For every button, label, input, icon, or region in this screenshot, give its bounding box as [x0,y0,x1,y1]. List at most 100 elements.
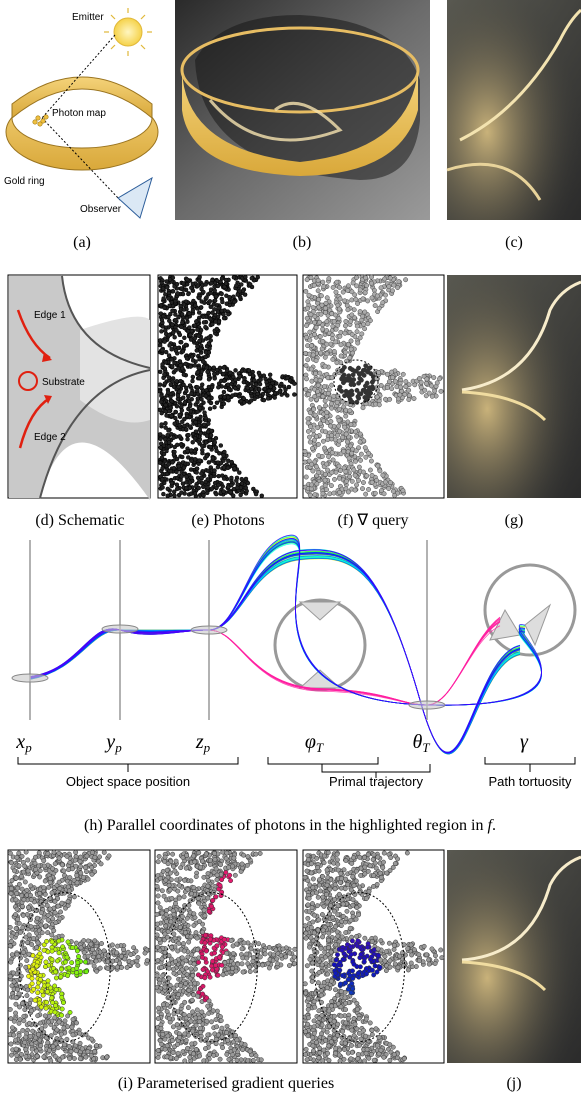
photon [206,430,210,434]
photon [9,960,13,964]
photon [361,297,365,301]
photon [59,975,63,979]
photon [68,875,72,879]
photon [287,963,291,967]
photon [179,325,183,329]
photon [193,981,197,985]
photon [188,333,192,337]
photon [398,385,402,389]
photon [259,1058,263,1062]
photon [361,470,365,474]
photon [38,977,42,981]
photon [361,480,365,484]
photon [412,396,416,400]
photon [346,284,350,288]
photon [156,901,160,905]
photon [242,941,246,945]
photon [230,460,234,464]
photon [195,1008,199,1012]
photon [220,945,224,949]
photon [323,483,327,487]
axis-subscript: p [114,740,122,755]
photon [222,390,226,394]
photon [176,291,180,295]
photon [51,1044,55,1048]
photon [293,947,297,951]
photon [235,1038,239,1042]
photon [364,283,368,287]
photon [174,1056,178,1060]
photon [51,917,55,921]
photon [424,381,428,385]
photon [175,1042,179,1046]
photon [94,1043,98,1047]
sun-icon [114,18,142,46]
photon [80,1047,84,1051]
photon [85,854,89,858]
photon [254,852,258,856]
photon [184,1038,188,1042]
photon [93,939,97,943]
photon [9,939,13,943]
photon [220,292,224,296]
photon [169,383,173,387]
photon [243,1042,247,1046]
photon [323,472,327,476]
photon [164,919,168,923]
photon [53,1010,57,1014]
panel-b [175,0,430,220]
photon [214,1041,218,1045]
photon [310,379,314,383]
photon [181,292,185,296]
photon [329,383,333,387]
photon [246,854,250,858]
photon [185,320,189,324]
photon [219,872,223,876]
photon [329,402,333,406]
photon [43,1014,47,1018]
photon [248,1049,252,1053]
photon [183,1032,187,1036]
photon [189,468,193,472]
photon [237,384,241,388]
photon [42,885,46,889]
photon [162,444,166,448]
photon [306,429,310,433]
photon [25,988,29,992]
photon [323,403,327,407]
photon [194,874,198,878]
photon [66,940,70,944]
photon [167,462,171,466]
photon [161,314,165,318]
photon [175,282,179,286]
photon [214,1017,218,1021]
photon [308,330,312,334]
photon [227,388,231,392]
photon [316,278,320,282]
photon [167,966,171,970]
photon [208,407,212,411]
photon [334,327,338,331]
photon [156,1016,160,1020]
photon [43,964,47,968]
photon [339,330,343,334]
photon [199,386,203,390]
photon [69,960,73,964]
photon [208,445,212,449]
photon [209,305,213,309]
photon [369,459,373,463]
photon [404,384,408,388]
photon [9,886,13,890]
photon [10,878,14,882]
photon [344,432,348,436]
photon [176,315,180,319]
photon [403,278,407,282]
photon [215,1009,219,1013]
group-label: Primal trajectory [329,774,423,789]
photon [18,963,22,967]
photon [245,956,249,960]
photon [131,945,135,949]
photon [189,1019,193,1023]
photon [10,1026,14,1030]
photon [86,877,90,881]
